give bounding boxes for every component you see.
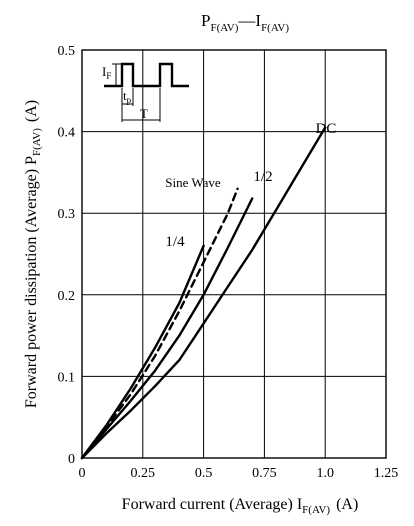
inset-tp-label: tp — [123, 88, 132, 105]
inset-waveform — [104, 62, 189, 122]
grid-lines — [82, 50, 386, 458]
series-line-1-2 — [80, 197, 254, 460]
series-label-sine: Sine Wave — [165, 175, 221, 190]
series-label-quarter: 1/4 — [165, 234, 185, 250]
series-lines — [80, 126, 327, 460]
plot-frame — [81, 49, 387, 459]
x-tick-label: 0 — [79, 466, 86, 481]
y-tick-label: 0 — [68, 452, 75, 467]
y-tick-labels: 0 0.1 0.2 0.3 0.4 0.5 — [58, 44, 76, 467]
series-line-dc — [80, 126, 327, 460]
series-label-half: 1/2 — [253, 169, 272, 185]
y-tick-label: 0.3 — [58, 207, 76, 222]
x-tick-label: 0.5 — [195, 466, 213, 481]
y-tick-label: 0.2 — [58, 289, 76, 304]
x-tick-label: 0.75 — [252, 466, 277, 481]
inset-t-label: T — [140, 106, 148, 121]
x-tick-label: 1.25 — [374, 466, 399, 481]
x-axis-label: Forward current (Average) IF(AV) (A) — [122, 496, 359, 516]
pulse-waveform — [104, 62, 189, 88]
series-label-dc: DC — [316, 121, 337, 137]
y-tick-label: 0.1 — [58, 370, 76, 385]
series-line-1-4 — [80, 244, 205, 460]
x-tick-labels: 0 0.25 0.5 0.75 1.0 1.25 — [79, 466, 399, 481]
series-line-sine-wave — [80, 187, 239, 460]
inset-if-label: IF — [102, 64, 111, 81]
y-axis-label: Forward power dissipation (Average) PF(A… — [23, 100, 43, 408]
x-tick-label: 0.25 — [131, 466, 156, 481]
y-tick-label: 0.4 — [58, 126, 76, 141]
x-tick-label: 1.0 — [316, 466, 334, 481]
chart-title: PF(AV)—IF(AV) — [201, 11, 289, 34]
y-tick-label: 0.5 — [58, 44, 76, 59]
